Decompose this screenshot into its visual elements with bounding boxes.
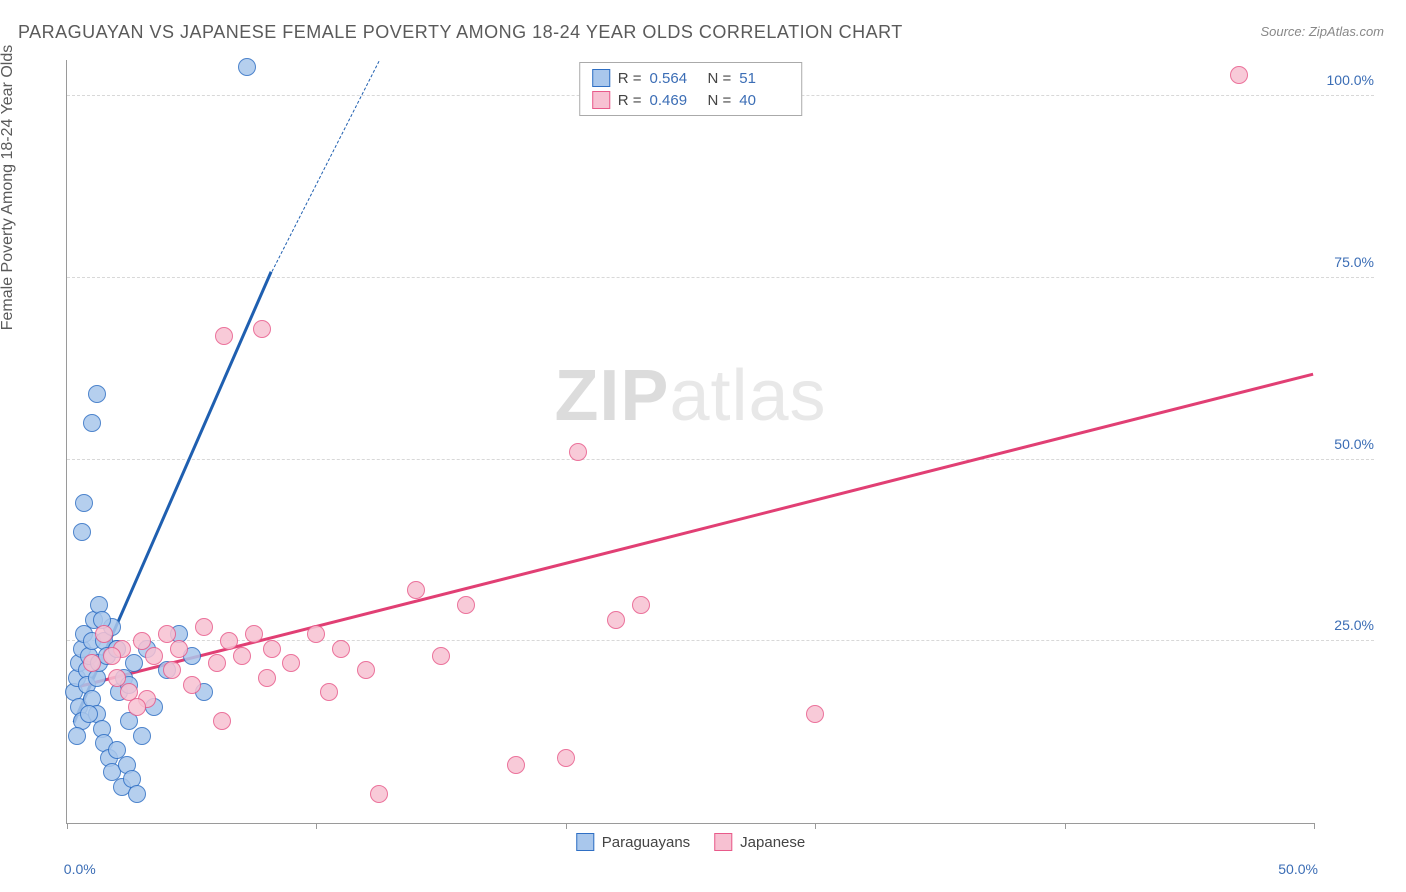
series-legend-label: Japanese [740,834,805,851]
legend-swatch [576,833,594,851]
data-point [163,661,181,679]
data-point [128,785,146,803]
data-point [195,618,213,636]
x-tick [67,823,68,829]
trend-line [271,60,379,271]
legend-r-value: 0.564 [650,70,700,87]
data-point [370,785,388,803]
data-point [432,647,450,665]
x-tick [1314,823,1315,829]
data-point [258,669,276,687]
x-tick-label: 0.0% [64,861,96,877]
data-point [632,596,650,614]
data-point [263,640,281,658]
data-point [332,640,350,658]
gridline-h [67,277,1374,278]
data-point [68,727,86,745]
y-tick-label: 25.0% [1319,617,1374,633]
legend-r-label: R = [618,92,642,109]
data-point [557,749,575,767]
data-point [215,327,233,345]
y-axis-label: Female Poverty Among 18-24 Year Olds [0,44,17,330]
data-point [80,705,98,723]
y-tick-label: 75.0% [1319,254,1374,270]
series-legend: Paraguayans Japanese [576,833,805,851]
data-point [95,625,113,643]
data-point [457,596,475,614]
data-point [238,58,256,76]
data-point [245,625,263,643]
data-point [83,654,101,672]
legend-swatch [592,91,610,109]
chart-container: Female Poverty Among 18-24 Year Olds ZIP… [18,55,1384,872]
x-tick [566,823,567,829]
source-attribution: Source: ZipAtlas.com [1260,24,1384,39]
data-point [73,523,91,541]
x-tick [815,823,816,829]
x-tick-label: 50.0% [1278,861,1318,877]
data-point [133,727,151,745]
data-point [233,647,251,665]
data-point [607,611,625,629]
data-point [88,385,106,403]
data-point [806,705,824,723]
legend-n-label: N = [708,70,732,87]
y-tick-label: 100.0% [1319,72,1374,88]
x-tick [316,823,317,829]
legend-swatch [714,833,732,851]
data-point [569,443,587,461]
watermark: ZIPatlas [554,355,826,437]
data-point [307,625,325,643]
x-tick [1065,823,1066,829]
legend-n-label: N = [708,92,732,109]
data-point [170,640,188,658]
data-point [125,654,143,672]
legend-n-value: 40 [739,92,789,109]
scatter-plot: ZIPatlas R =0.564N =51R =0.469N =40 Para… [66,60,1314,824]
series-legend-item: Japanese [714,833,805,851]
data-point [145,647,163,665]
legend-swatch [592,69,610,87]
data-point [282,654,300,672]
stats-legend-row: R = 0.469 N = 40 [592,89,790,111]
data-point [253,320,271,338]
data-point [507,756,525,774]
stats-legend-row: R = 0.564 N = 51 [592,67,790,89]
watermark-zip: ZIP [554,356,669,436]
watermark-atlas: atlas [669,356,826,436]
data-point [1230,66,1248,84]
y-tick-label: 50.0% [1319,436,1374,452]
chart-title: PARAGUAYAN VS JAPANESE FEMALE POVERTY AM… [18,22,903,43]
data-point [83,414,101,432]
data-point [183,676,201,694]
series-legend-item: Paraguayans [576,833,690,851]
legend-r-value: 0.469 [650,92,700,109]
data-point [357,661,375,679]
data-point [103,647,121,665]
series-legend-label: Paraguayans [602,834,690,851]
gridline-h [67,459,1374,460]
data-point [407,581,425,599]
data-point [128,698,146,716]
stats-legend: R = 0.564 N = 51 R = 0.469 N = 40 [579,62,803,116]
legend-n-value: 51 [739,70,789,87]
data-point [208,654,226,672]
data-point [213,712,231,730]
data-point [320,683,338,701]
legend-r-label: R = [618,70,642,87]
data-point [75,494,93,512]
